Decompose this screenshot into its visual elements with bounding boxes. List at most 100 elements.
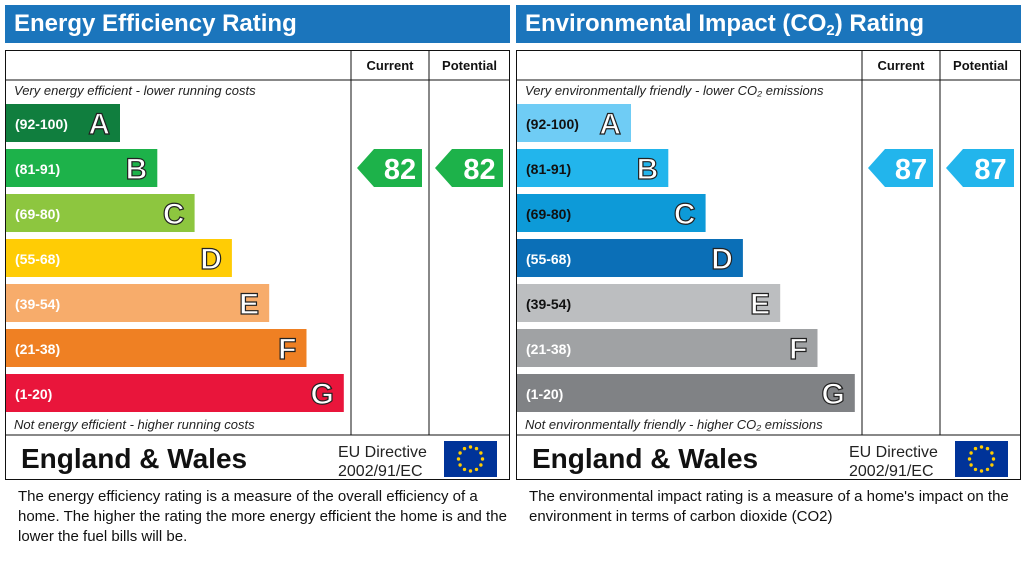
energy-band-e: (39-54) E — [6, 284, 270, 322]
environment-band-c: (69-80) C — [517, 194, 706, 232]
energy-bottom-text: Not energy efficient - higher running co… — [14, 417, 255, 432]
energy-eu-flag-star — [480, 457, 485, 461]
environment-band-d-range: (55-68) — [526, 251, 571, 267]
environment-band-c-bar — [517, 194, 706, 232]
environment-band-d-letter: D — [711, 243, 733, 276]
environment-band-e-bar — [517, 284, 781, 322]
environment-eu-flag-star — [991, 457, 996, 461]
energy-band-e-range: (39-54) — [15, 296, 60, 312]
environment-eu-flag-icon — [955, 441, 1008, 477]
energy-potential-rating-arrow-value: 82 — [463, 154, 495, 186]
environment-band-d-bar — [517, 239, 743, 277]
environment-eu-flag-star — [985, 467, 990, 472]
energy-eu-flag-star — [456, 457, 461, 461]
environment-band-b-range: (81-91) — [526, 161, 571, 177]
environment-current-rating-arrow-value: 87 — [895, 154, 927, 186]
environment-current-rating-arrow: 87 — [868, 149, 933, 187]
environmental-impact-panel: Environmental Impact (CO2) Rating Curren… — [516, 5, 1021, 480]
energy-band-g: (1-20) G — [6, 374, 344, 412]
energy-band-a-letter: A — [88, 108, 110, 141]
energy-current-rating-arrow-value: 82 — [384, 154, 416, 186]
environment-band-g: (1-20) G — [517, 374, 855, 412]
environment-band-c-range: (69-80) — [526, 206, 571, 222]
environment-potential-rating-arrow: 87 — [946, 149, 1014, 187]
environment-band-e-letter: E — [750, 288, 770, 321]
energy-band-e-bar — [6, 284, 270, 322]
energy-band-a: (92-100) A — [6, 104, 120, 142]
environment-title-pre: Environmental Impact (CO — [525, 10, 827, 37]
energy-eu-flag-star — [474, 446, 479, 451]
energy-footer-region: England & Wales — [21, 443, 247, 474]
environment-eu-flag-star — [969, 451, 973, 455]
environment-band-b-bar — [517, 149, 669, 187]
energy-potential-rating-arrow-shape — [435, 149, 503, 187]
environment-band-e: (39-54) E — [517, 284, 781, 322]
environment-title: Environmental Impact (CO2) Rating — [516, 5, 1021, 43]
environment-band-a: (92-100) A — [517, 104, 631, 142]
environment-potential-rating-arrow-shape — [946, 149, 1014, 187]
energy-eu-flag-star — [458, 463, 462, 467]
energy-top-text: Very energy efficient - lower running co… — [14, 83, 256, 98]
energy-eu-flag-star — [479, 451, 483, 455]
environment-bottom-text: Not environmentally friendly - higher CO… — [525, 417, 823, 432]
energy-band-c-bar — [6, 194, 195, 232]
environment-band-f-range: (21-38) — [526, 341, 571, 357]
environment-band-c-letter: C — [674, 198, 696, 231]
energy-band-a-range: (92-100) — [15, 116, 68, 132]
energy-band-f-range: (21-38) — [15, 341, 60, 357]
environment-band-b-letter: B — [637, 153, 659, 186]
environment-eu-flag-star — [990, 451, 994, 455]
environment-title-post: ) Rating — [834, 10, 925, 37]
energy-band-b-letter: B — [126, 153, 148, 186]
environment-description: The environmental impact rating is a mea… — [529, 488, 1009, 525]
environment-eu-flag-star — [979, 469, 984, 473]
environment-band-g-range: (1-20) — [526, 386, 563, 402]
environment-eu-flag-star — [973, 467, 978, 472]
environment-eu-flag-star — [990, 463, 994, 467]
environment-footer-directive-1: EU Directive — [849, 444, 938, 461]
energy-band-b-bar — [6, 149, 158, 187]
environment-band-f-bar — [517, 329, 818, 367]
energy-col-potential-label: Potential — [442, 58, 497, 73]
environment-title-sub: 2 — [826, 22, 835, 39]
energy-band-c: (69-80) C — [6, 194, 195, 232]
environment-eu-flag-star — [985, 446, 990, 451]
energy-current-rating-arrow: 82 — [357, 149, 422, 187]
energy-footer-directive-2: 2002/91/EC — [338, 463, 423, 480]
energy-eu-flag-icon — [444, 441, 497, 477]
energy-eu-flag-star — [479, 463, 483, 467]
energy-description: The energy efficiency rating is a measur… — [18, 488, 507, 545]
environment-eu-flag-star — [967, 457, 972, 461]
energy-col-current-label: Current — [367, 58, 415, 73]
environment-top-text: Very environmentally friendly - lower CO… — [525, 83, 824, 98]
environment-band-a-range: (92-100) — [526, 116, 579, 132]
energy-band-d-bar — [6, 239, 232, 277]
energy-band-c-letter: C — [163, 198, 185, 231]
environment-col-current-label: Current — [878, 58, 926, 73]
environment-band-g-letter: G — [821, 378, 844, 411]
environment-potential-rating-arrow-value: 87 — [974, 154, 1006, 186]
energy-band-c-range: (69-80) — [15, 206, 60, 222]
environment-band-e-range: (39-54) — [526, 296, 571, 312]
environment-eu-flag-star — [979, 445, 984, 449]
environment-band-f: (21-38) F — [517, 329, 818, 367]
energy-eu-flag-star — [468, 469, 473, 473]
energy-eu-flag-star — [468, 445, 473, 449]
environment-current-rating-arrow-shape — [868, 149, 933, 187]
energy-band-g-range: (1-20) — [15, 386, 52, 402]
environment-band-d: (55-68) D — [517, 239, 743, 277]
energy-band-a-bar — [6, 104, 120, 142]
energy-eu-flag-star — [462, 467, 467, 472]
energy-band-b-range: (81-91) — [15, 161, 60, 177]
energy-band-d-range: (55-68) — [15, 251, 60, 267]
energy-eu-flag-star — [474, 467, 479, 472]
environment-footer-directive-2: 2002/91/EC — [849, 463, 934, 480]
energy-band-e-letter: E — [239, 288, 259, 321]
environment-band-a-letter: A — [599, 108, 621, 141]
energy-footer-directive-1: EU Directive — [338, 444, 427, 461]
energy-current-rating-arrow-shape — [357, 149, 422, 187]
environment-band-f-letter: F — [789, 333, 807, 366]
energy-band-b: (81-91) B — [6, 149, 158, 187]
energy-band-g-letter: G — [310, 378, 333, 411]
energy-band-d-letter: D — [200, 243, 222, 276]
